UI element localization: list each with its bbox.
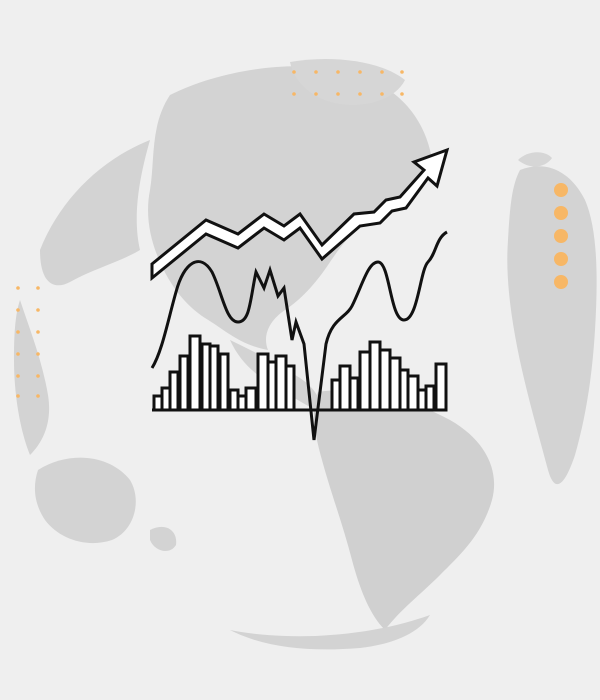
dot-column-right xyxy=(554,183,568,289)
wave-line-icon xyxy=(150,230,448,441)
decorative-dots xyxy=(16,70,568,398)
south-america-landmass xyxy=(313,390,495,630)
bar-chart-icon xyxy=(152,334,448,412)
finance-chart-icon xyxy=(150,147,450,441)
bar xyxy=(348,376,360,412)
antarctica-landmass xyxy=(230,615,430,650)
oceania-landmass xyxy=(34,457,136,544)
bar xyxy=(168,370,180,412)
bar xyxy=(284,364,296,412)
globe-illustration xyxy=(14,59,597,650)
dot-grid-left xyxy=(16,286,40,398)
bar xyxy=(188,334,202,412)
bar xyxy=(244,386,258,412)
asia-edge-landmass xyxy=(14,300,50,455)
greenland-landmass xyxy=(290,59,405,105)
north-america-landmass xyxy=(148,66,432,350)
europe-sliver xyxy=(518,152,552,167)
dot-grid-top xyxy=(292,70,404,96)
bar xyxy=(218,352,230,412)
africa-landmass xyxy=(507,166,597,485)
trend-arrow-icon xyxy=(150,147,450,282)
bar xyxy=(208,344,220,412)
oceania-island xyxy=(150,526,177,552)
alaska-landmass xyxy=(40,140,150,286)
bar xyxy=(424,384,436,412)
bar xyxy=(178,354,190,412)
bar xyxy=(434,362,448,412)
